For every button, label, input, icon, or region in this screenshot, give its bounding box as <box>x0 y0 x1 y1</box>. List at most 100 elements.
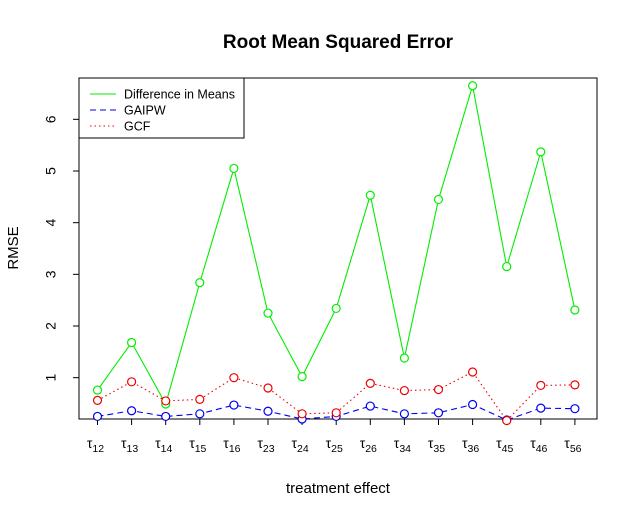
series-2 <box>92 367 580 426</box>
data-point <box>570 305 580 315</box>
x-tick-subscript: 34 <box>399 443 411 455</box>
x-tick-symbol: τ <box>496 435 502 451</box>
y-axis-label: RMSE <box>5 226 22 269</box>
data-point <box>365 378 375 388</box>
data-point <box>92 385 103 395</box>
legend-box <box>78 77 245 139</box>
x-tick-symbol: τ <box>121 435 127 451</box>
x-tick-label: τ23 <box>257 435 274 455</box>
data-point <box>229 400 239 410</box>
data-point <box>433 194 444 205</box>
data-point <box>433 384 444 395</box>
data-point <box>161 411 171 422</box>
x-tick-label: τ56 <box>564 435 581 455</box>
x-tick-symbol: τ <box>155 435 161 451</box>
series-layer <box>92 81 580 426</box>
x-tick-subscript: 15 <box>195 443 207 455</box>
x-tick-label: τ46 <box>530 435 547 455</box>
y-axis: 1 2 3 4 5 6 <box>43 115 79 382</box>
legend-label: Difference in Means <box>124 88 235 102</box>
data-point <box>399 409 409 419</box>
data-point <box>229 163 239 174</box>
x-tick-symbol: τ <box>87 435 93 451</box>
x-tick-label: τ34 <box>394 435 411 455</box>
x-tick-symbol: τ <box>326 435 332 451</box>
x-tick-subscript: 36 <box>468 443 480 455</box>
x-tick-subscript: 25 <box>331 443 343 455</box>
data-point <box>331 408 341 418</box>
x-tick-label: τ35 <box>428 435 445 455</box>
x-tick-label: τ36 <box>462 435 479 455</box>
data-point <box>331 303 341 314</box>
data-point <box>127 406 137 416</box>
x-tick-subscript: 16 <box>229 443 241 455</box>
data-point <box>92 411 103 422</box>
data-point <box>263 406 273 416</box>
y-tick-label: 4 <box>43 219 59 227</box>
x-tick-subscript: 13 <box>127 443 139 455</box>
x-tick-symbol: τ <box>360 435 366 451</box>
x-tick-subscript: 12 <box>92 443 104 455</box>
data-point <box>399 353 409 363</box>
y-tick-label: 3 <box>43 270 59 278</box>
data-point <box>468 399 478 410</box>
data-point <box>127 337 137 348</box>
data-point <box>570 404 580 414</box>
legend-label: GCF <box>124 120 151 134</box>
x-tick-symbol: τ <box>257 435 263 451</box>
data-point <box>263 308 273 318</box>
x-tick-label: τ25 <box>326 435 343 455</box>
data-point <box>536 403 546 413</box>
x-tick-subscript: 26 <box>365 443 377 455</box>
x-tick-symbol: τ <box>223 435 229 451</box>
data-point <box>263 383 273 393</box>
data-point <box>127 377 137 387</box>
y-tick-label: 2 <box>43 322 59 330</box>
data-point <box>502 261 512 272</box>
x-tick-label: τ12 <box>87 435 104 455</box>
x-tick-subscript: 24 <box>297 443 309 455</box>
x-tick-label: τ14 <box>155 435 172 455</box>
data-point <box>195 394 205 404</box>
data-point <box>433 408 444 418</box>
x-tick-symbol: τ <box>530 435 536 451</box>
data-point <box>297 409 307 419</box>
x-tick-label: τ24 <box>291 435 308 455</box>
x-tick-subscript: 23 <box>263 443 275 455</box>
x-tick-label: τ16 <box>223 435 240 455</box>
x-tick-subscript: 46 <box>536 443 548 455</box>
x-tick-symbol: τ <box>189 435 195 451</box>
x-tick-subscript: 14 <box>161 443 173 455</box>
data-point <box>297 372 307 382</box>
x-tick-symbol: τ <box>428 435 434 451</box>
data-point <box>229 373 239 383</box>
data-point <box>399 385 409 396</box>
x-tick-symbol: τ <box>462 435 468 451</box>
data-point <box>365 190 375 200</box>
x-tick-symbol: τ <box>291 435 297 451</box>
x-axis: τ12 τ13 τ14 τ15 τ16 τ23 τ24 τ25 τ26 τ34 τ35 τ36 τ45 τ… <box>87 419 582 455</box>
x-tick-symbol: τ <box>394 435 400 451</box>
data-point <box>536 380 546 391</box>
data-point <box>195 409 205 419</box>
x-tick-label: τ15 <box>189 435 206 455</box>
data-point <box>502 415 512 426</box>
y-tick-label: 1 <box>43 374 59 382</box>
chart-title: Root Mean Squared Error <box>223 32 454 53</box>
data-point <box>365 401 375 411</box>
y-tick-label: 6 <box>43 115 59 123</box>
data-point <box>536 147 546 157</box>
x-tick-label: τ13 <box>121 435 138 455</box>
data-point <box>92 395 103 405</box>
x-axis-label: treatment effect <box>286 480 391 497</box>
x-tick-subscript: 45 <box>502 443 514 455</box>
data-point <box>161 396 171 406</box>
data-point <box>468 81 478 91</box>
x-tick-symbol: τ <box>564 435 570 451</box>
x-tick-subscript: 56 <box>570 443 582 455</box>
data-point <box>570 380 580 390</box>
x-tick-subscript: 35 <box>433 443 445 455</box>
x-tick-label: τ45 <box>496 435 513 455</box>
data-point <box>468 367 478 377</box>
